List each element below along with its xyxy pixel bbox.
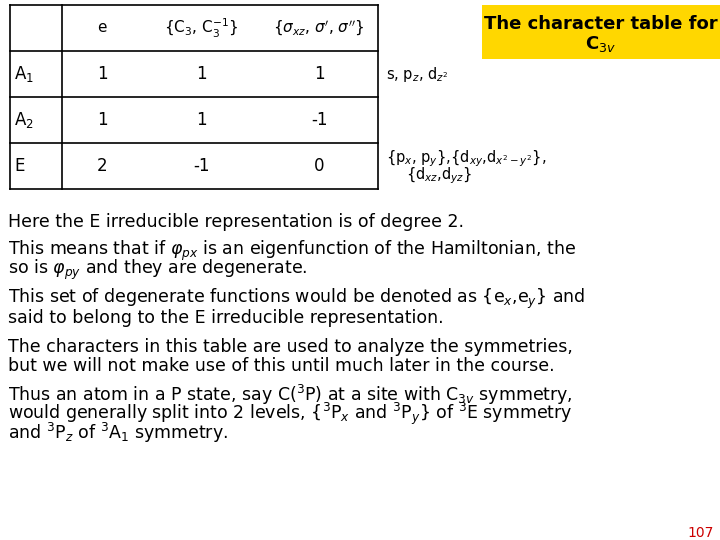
Text: said to belong to the E irreducible representation.: said to belong to the E irreducible repr… [8, 309, 444, 327]
Text: The character table for: The character table for [484, 15, 718, 33]
Text: and $^3$P$_z$ of $^3$A$_1$ symmetry.: and $^3$P$_z$ of $^3$A$_1$ symmetry. [8, 421, 228, 445]
Text: e: e [97, 21, 107, 36]
Text: 107: 107 [688, 526, 714, 540]
Text: 1: 1 [314, 65, 324, 83]
Text: so is $\varphi_{py}$ and they are degenerate.: so is $\varphi_{py}$ and they are degene… [8, 258, 307, 282]
Text: Here the E irreducible representation is of degree 2.: Here the E irreducible representation is… [8, 213, 464, 231]
Text: -1: -1 [311, 111, 328, 129]
Text: {p$_x$, p$_y$},{d$_{xy}$,d$_{x^2-y^2}$},: {p$_x$, p$_y$},{d$_{xy}$,d$_{x^2-y^2}$}, [386, 148, 546, 170]
Text: C$_{3v}$: C$_{3v}$ [585, 34, 616, 54]
Text: E: E [14, 157, 24, 175]
Text: Thus an atom in a P state, say C($^3$P) at a site with C$_{3v}$ symmetry,: Thus an atom in a P state, say C($^3$P) … [8, 383, 572, 407]
Text: 1: 1 [96, 65, 107, 83]
Text: {$\sigma_{xz}$, $\sigma'$, $\sigma''$}: {$\sigma_{xz}$, $\sigma'$, $\sigma''$} [274, 18, 365, 37]
Text: The characters in this table are used to analyze the symmetries,: The characters in this table are used to… [8, 338, 573, 356]
Text: but we will not make use of this until much later in the course.: but we will not make use of this until m… [8, 357, 554, 375]
Text: This means that if $\varphi_{px}$ is an eigenfunction of the Hamiltonian, the: This means that if $\varphi_{px}$ is an … [8, 239, 576, 263]
Text: 0: 0 [314, 157, 324, 175]
Text: {d$_{xz}$,d$_{yz}$}: {d$_{xz}$,d$_{yz}$} [406, 166, 472, 186]
Text: 1: 1 [196, 65, 207, 83]
Text: -1: -1 [193, 157, 210, 175]
Text: 2: 2 [96, 157, 107, 175]
Text: would generally split into 2 levels, {$^3$P$_x$ and $^3$P$_y$} of $^3$E symmetry: would generally split into 2 levels, {$^… [8, 401, 572, 427]
Text: 1: 1 [196, 111, 207, 129]
Text: {C$_3$, C$_3^{-1}$}: {C$_3$, C$_3^{-1}$} [164, 16, 238, 39]
Text: 1: 1 [96, 111, 107, 129]
Text: A$_1$: A$_1$ [14, 64, 34, 84]
Text: A$_2$: A$_2$ [14, 110, 34, 130]
Text: s, p$_z$, d$_{z^2}$: s, p$_z$, d$_{z^2}$ [386, 64, 449, 84]
FancyBboxPatch shape [482, 5, 720, 59]
Text: This set of degenerate functions would be denoted as {e$_x$,e$_y$} and: This set of degenerate functions would b… [8, 287, 585, 311]
